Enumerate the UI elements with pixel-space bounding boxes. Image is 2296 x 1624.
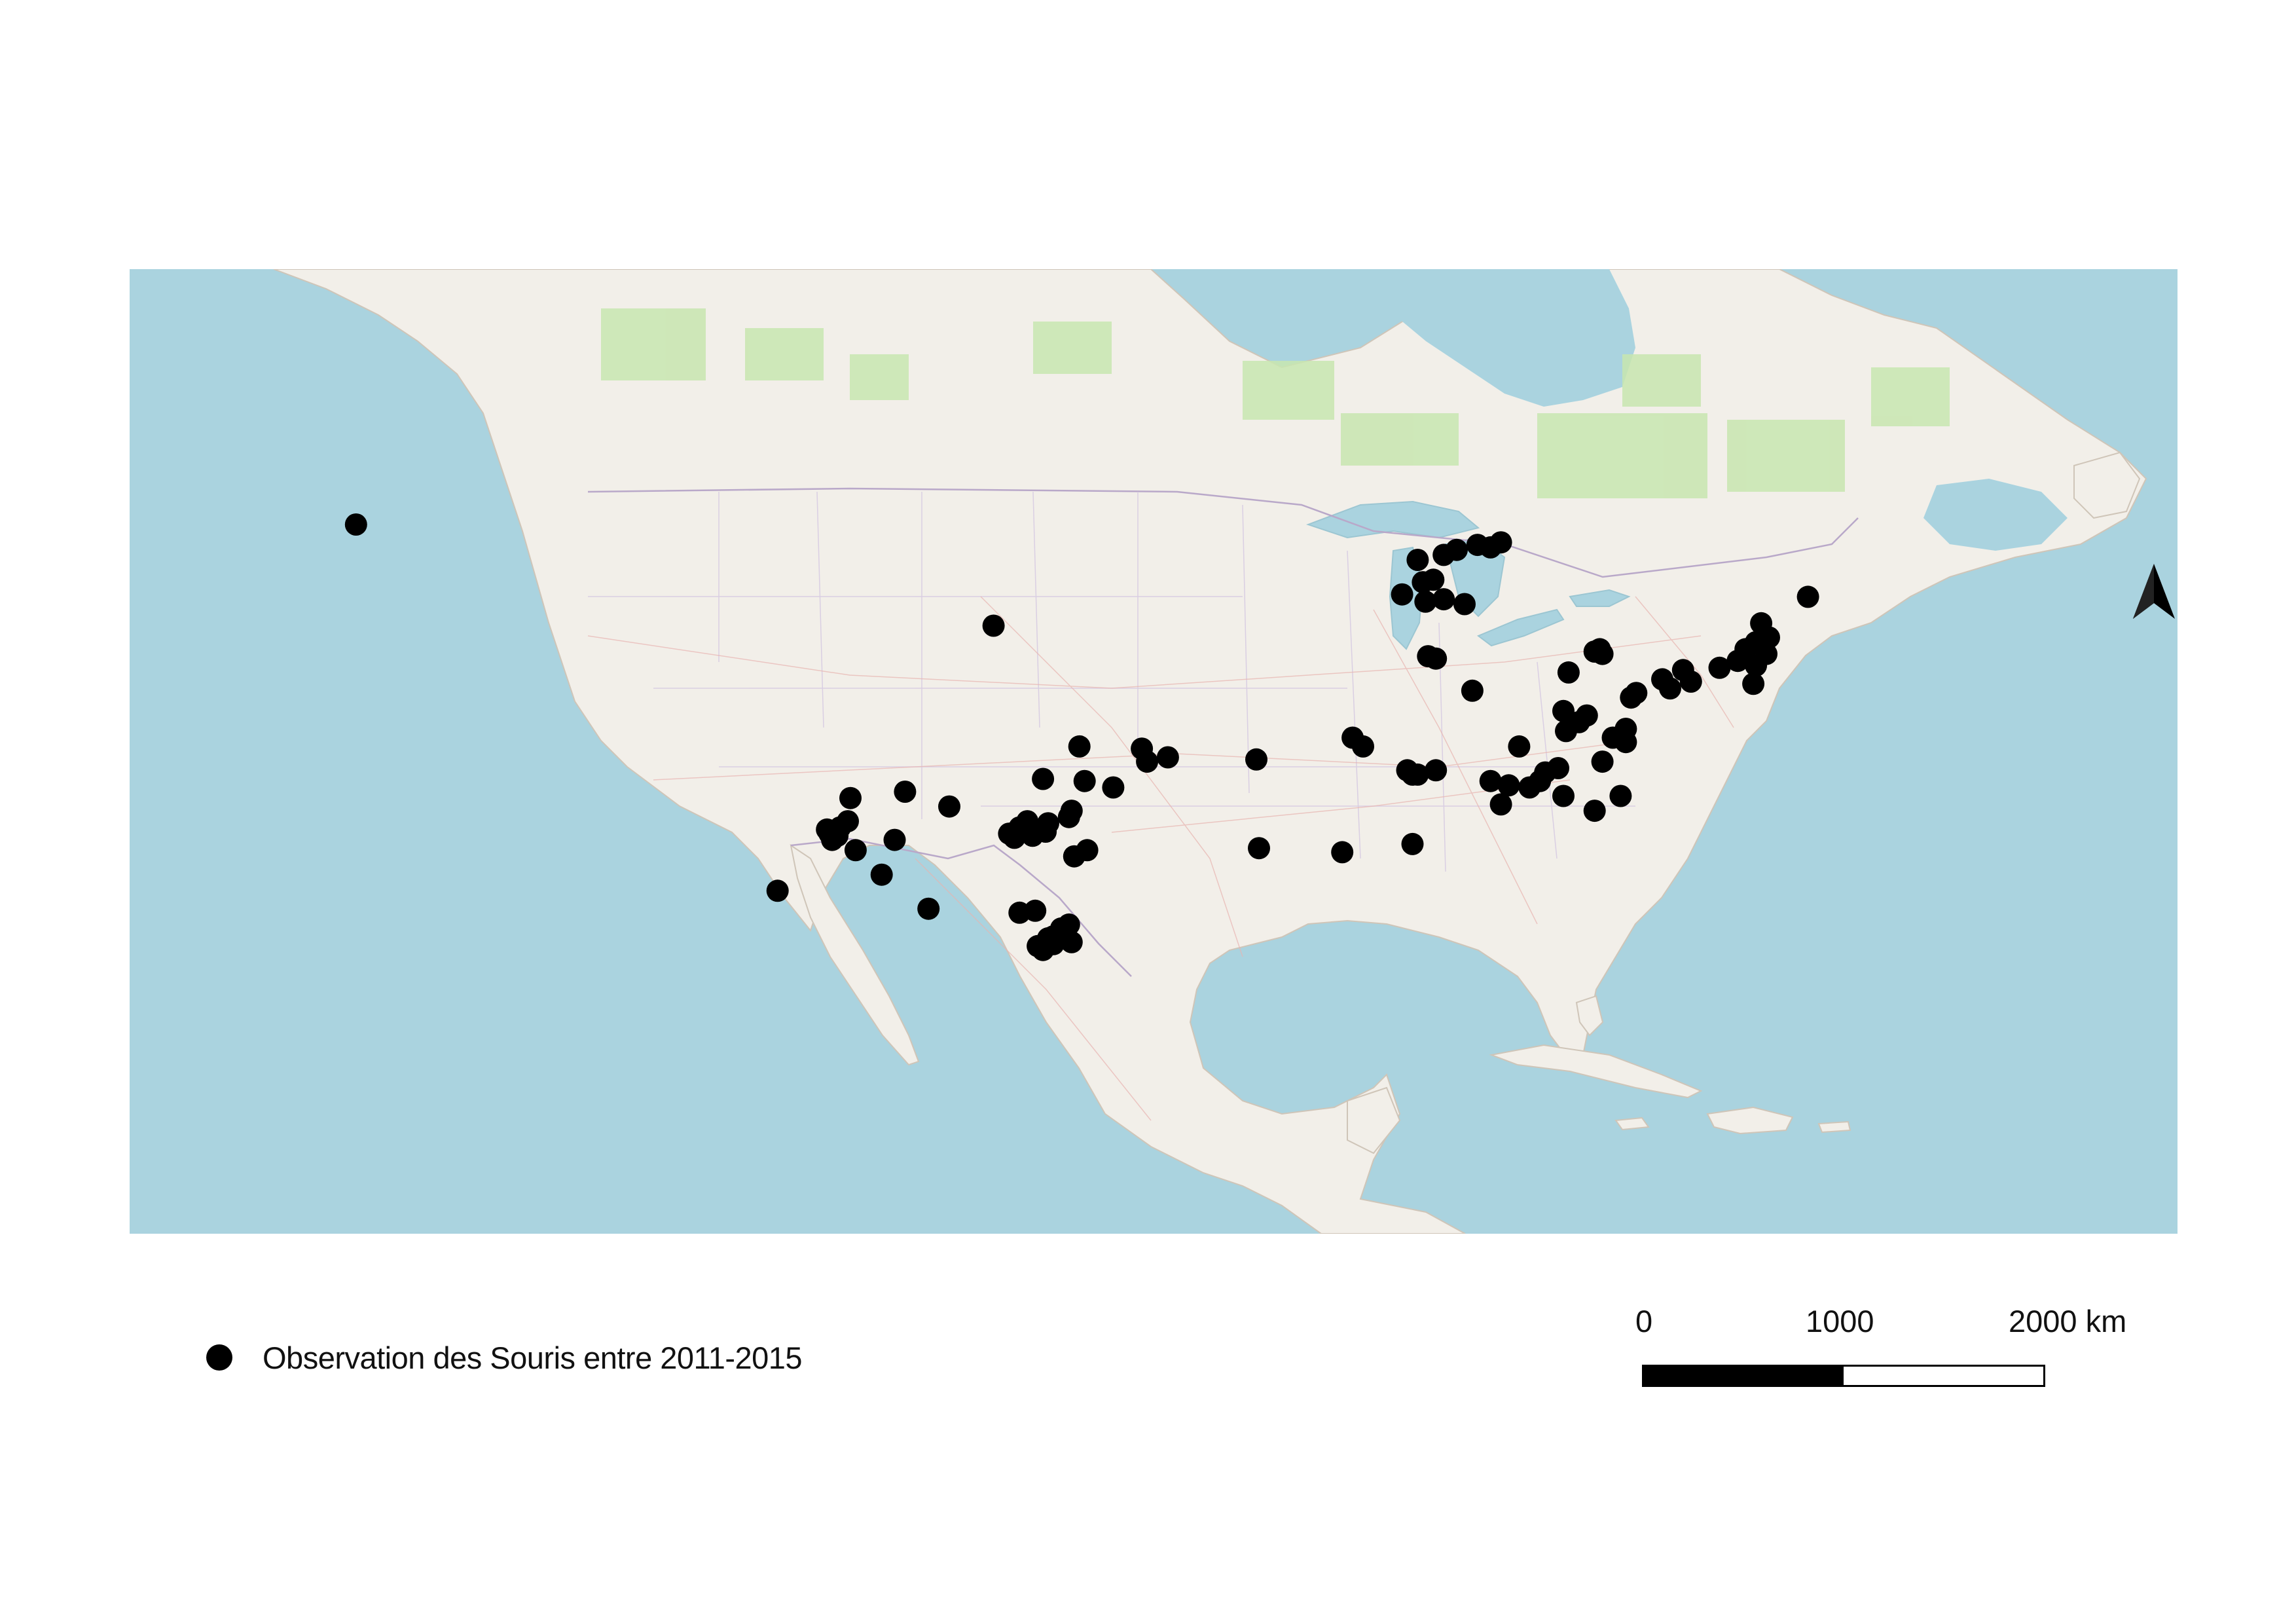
north-america-landmass [273, 269, 2147, 1234]
observation-point [1060, 800, 1083, 822]
jamaica [1614, 1116, 1650, 1131]
puerto-rico [1817, 1120, 1851, 1134]
observation-point [1742, 673, 1765, 695]
lake-superior [1306, 500, 1480, 539]
hispaniola [1706, 1106, 1794, 1135]
observation-point [1422, 568, 1445, 591]
great-lakes [1306, 500, 1631, 650]
observation-point [1060, 931, 1083, 953]
observation-point [1659, 677, 1681, 700]
observation-point [1102, 776, 1125, 799]
observation-point [1425, 759, 1448, 782]
scale-label-2000-km: 2000 km [2009, 1304, 2127, 1338]
observation-point [1245, 748, 1267, 771]
legend: Observation des Souris entre 2011-2015 [206, 1335, 803, 1380]
observation-point [1555, 720, 1577, 743]
observation-point [1248, 837, 1270, 860]
observation-point [938, 795, 960, 818]
observation-point [1552, 784, 1575, 807]
observation-point [1453, 593, 1476, 616]
observation-point [917, 897, 940, 920]
observation-point [1073, 769, 1096, 792]
observation-point [1557, 661, 1580, 684]
observation-point [1008, 901, 1031, 924]
observation-point [1003, 826, 1026, 849]
observation-point [1620, 686, 1643, 709]
observation-point [1063, 845, 1085, 868]
observation-point [1679, 670, 1702, 693]
observation-point [883, 828, 906, 851]
map[interactable] [130, 269, 2178, 1234]
baja-california [790, 843, 920, 1066]
observation-point [1708, 656, 1731, 679]
observation-point [844, 839, 867, 862]
observation-point [344, 513, 367, 536]
observation-point [839, 786, 862, 809]
scale-label-1000: 1000 [1806, 1304, 1874, 1338]
observation-point [1529, 769, 1552, 792]
hudson-bay [1347, 269, 1635, 407]
observation-point [1425, 647, 1448, 670]
observation-point [1057, 913, 1080, 936]
observation-point [1414, 590, 1437, 613]
observation-point [1432, 544, 1455, 566]
observation-point [766, 879, 789, 902]
legend-marker-icon [206, 1344, 232, 1371]
observation-point [1461, 679, 1484, 702]
observation-point [1406, 549, 1429, 571]
observation-point [1032, 767, 1055, 790]
observation-point [1609, 784, 1632, 807]
observation-point [821, 828, 844, 851]
forest-areas [601, 308, 1950, 498]
observation-point [1614, 731, 1637, 754]
observation-point [1583, 800, 1606, 822]
observation-point [1796, 585, 1819, 608]
lake-ontario [1569, 589, 1631, 607]
observation-point [1068, 735, 1091, 758]
roads [587, 596, 1734, 1121]
observation-point [1037, 927, 1059, 950]
us-mexico-border [790, 838, 1132, 977]
observation-point [1745, 654, 1768, 677]
observation-markers [344, 513, 1819, 961]
us-canada-border [587, 487, 1859, 578]
observation-point [1401, 763, 1424, 786]
observation-point [1479, 536, 1502, 559]
lake-erie [1477, 608, 1565, 647]
scale-bar-graphic [1642, 1365, 2045, 1387]
yucatan [1347, 1086, 1401, 1154]
cuba [1489, 1044, 1703, 1099]
scale-bar-filled-segment [1644, 1367, 1844, 1385]
observation-point [982, 614, 1005, 637]
observation-point [1726, 650, 1749, 673]
legend-label: Observation des Souris entre 2011-2015 [263, 1340, 803, 1375]
observation-point [870, 863, 893, 886]
observation-point [1591, 642, 1614, 665]
observation-point [1341, 726, 1364, 749]
bahamas [1575, 995, 1604, 1037]
observation-point [1508, 735, 1531, 758]
borders [587, 487, 1859, 977]
observation-point [1547, 757, 1569, 779]
observation-point [1016, 810, 1039, 833]
observation-point [1156, 746, 1179, 769]
scale-bar: 0 1000 2000 km [1635, 1303, 2126, 1388]
scale-label-0: 0 [1635, 1304, 1653, 1338]
newfoundland [2073, 451, 2141, 519]
observation-point [1552, 699, 1575, 722]
observation-point [1331, 841, 1354, 864]
gulf-of-st-lawrence [1923, 479, 2068, 551]
observation-point [1479, 769, 1502, 792]
caribbean-islands [1347, 995, 1851, 1154]
observation-point [1489, 793, 1512, 816]
observation-point [1391, 583, 1413, 606]
observation-point [1136, 750, 1159, 773]
observation-point [1497, 774, 1520, 797]
north-arrow-icon [2133, 564, 2175, 619]
observation-point [1432, 588, 1455, 611]
observation-point [894, 781, 917, 803]
observation-point [1401, 832, 1424, 855]
observation-point [1591, 750, 1614, 773]
